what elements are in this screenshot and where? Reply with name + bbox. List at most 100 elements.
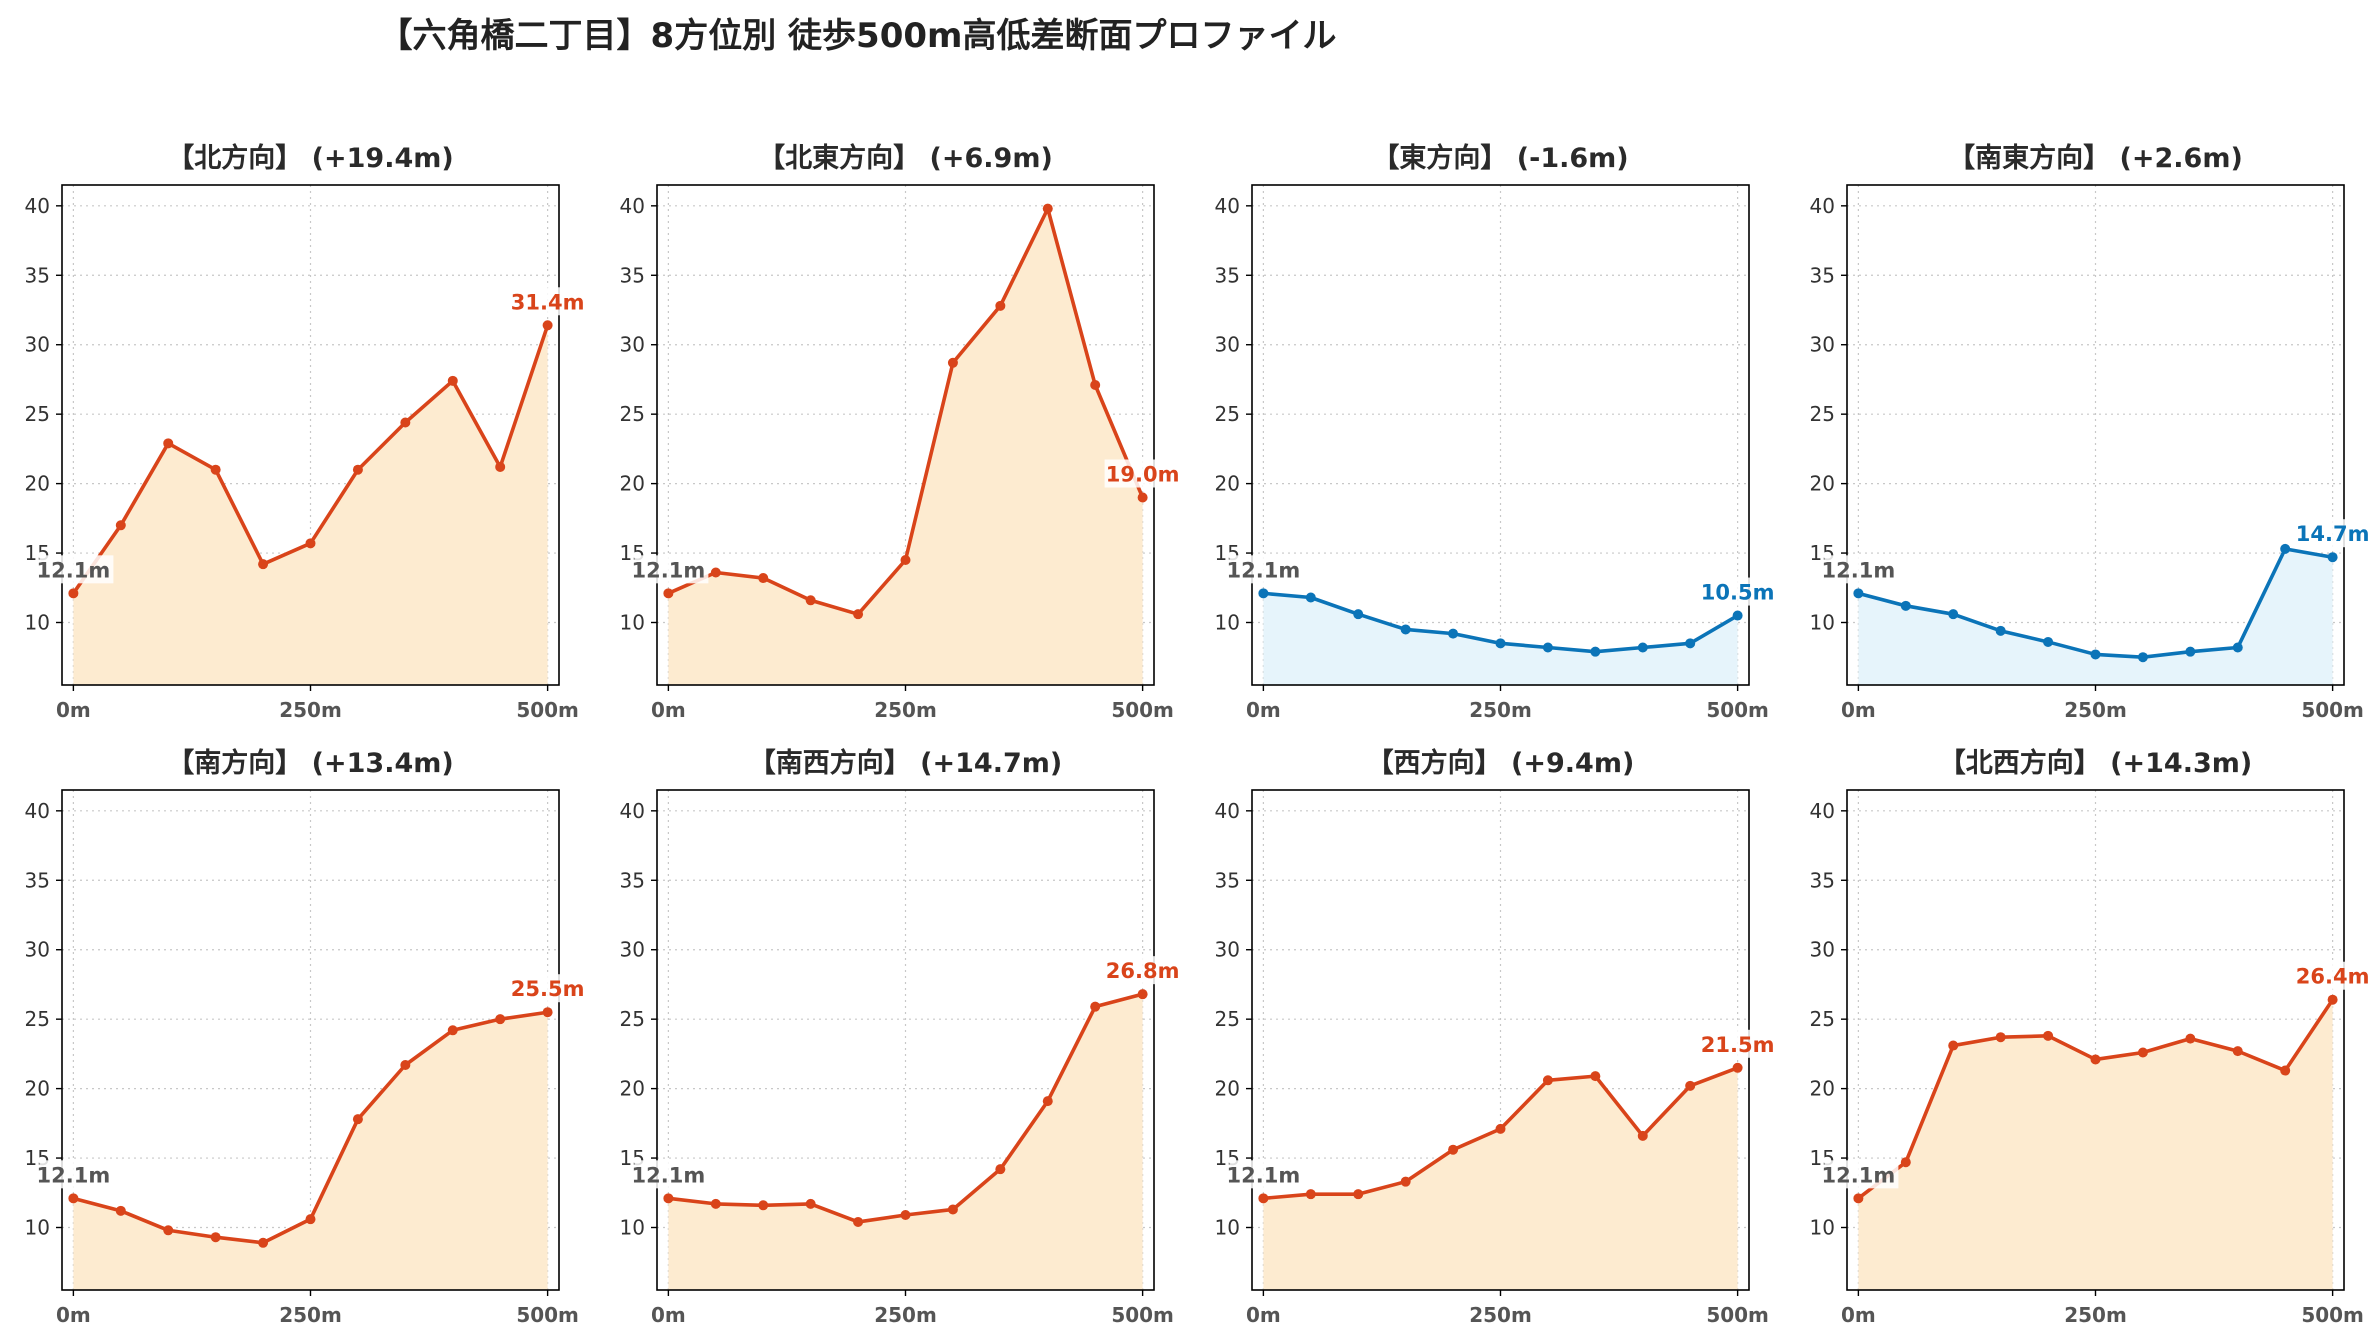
data-point [1948,1040,1959,1051]
y-tick-label: 40 [620,194,645,218]
area-fill [73,1012,548,1290]
data-point [352,1114,363,1125]
data-point [1448,1144,1459,1155]
data-point [853,1216,864,1227]
data-point [1090,1001,1101,1012]
figure-title: 【六角橋二丁目】8方位別 徒歩500m高低差断面プロファイル [378,16,1337,56]
data-point [663,588,674,599]
data-point [495,461,506,472]
x-tick-label: 0m [56,1303,91,1327]
data-point [1400,624,1411,635]
x-tick-label: 500m [1111,1303,1174,1327]
data-point [995,1164,1006,1175]
start-label: 12.1m [37,558,111,582]
data-point [1353,1189,1364,1200]
y-tick-label: 40 [620,799,645,823]
y-tick-label: 40 [1215,194,1240,218]
data-point [115,520,126,531]
end-label-box [1104,459,1181,488]
end-label: 25.5m [511,977,585,1001]
start-label: 12.1m [632,558,706,582]
y-tick-label: 40 [1810,799,1835,823]
x-tick-label: 0m [651,1303,686,1327]
y-tick-label: 30 [1810,938,1835,962]
start-label-box [39,555,114,584]
data-point [1042,203,1053,214]
data-point [495,1014,506,1025]
data-point [1400,1176,1411,1187]
y-tick-label: 10 [1810,1216,1835,1240]
data-point [1353,609,1364,620]
data-point [805,595,816,606]
data-point [2043,636,2054,647]
x-tick-label: 250m [2064,1303,2127,1327]
end-label: 31.4m [511,290,585,314]
x-tick-label: 250m [279,1303,342,1327]
data-point [1258,588,1269,599]
y-tick-label: 10 [1215,1216,1240,1240]
area-fill [668,994,1143,1290]
end-label-box [509,287,586,316]
data-point [68,588,79,599]
y-tick-label: 30 [620,333,645,357]
data-point [2280,543,2291,554]
data-point [447,375,458,386]
data-point [710,1198,721,1209]
y-tick-label: 10 [1810,611,1835,635]
data-point [2185,646,2196,657]
data-point [258,1237,269,1248]
y-tick-label: 30 [25,938,50,962]
y-tick-label: 20 [1215,472,1240,496]
data-point [1305,1189,1316,1200]
y-tick-label: 25 [620,1007,645,1031]
x-tick-label: 0m [651,698,686,722]
data-point [1042,1096,1053,1107]
x-tick-label: 250m [279,698,342,722]
data-point [1948,609,1959,620]
panel-title: 【北方向】 (+19.4m) [167,142,453,174]
data-point [352,464,363,475]
y-tick-label: 20 [25,472,50,496]
data-point [1258,1193,1269,1204]
data-point [805,1198,816,1209]
end-label: 19.0m [1106,463,1180,487]
y-tick-label: 10 [620,1216,645,1240]
data-point [663,1193,674,1204]
end-label-box [1699,1029,1776,1058]
y-tick-label: 20 [1215,1077,1240,1101]
x-tick-label: 0m [1841,1303,1876,1327]
panel-title: 【西方向】 (+9.4m) [1367,747,1635,779]
start-label: 12.1m [1227,558,1301,582]
x-tick-label: 0m [56,698,91,722]
data-point [2327,552,2338,563]
y-tick-label: 40 [25,194,50,218]
y-tick-label: 30 [1810,333,1835,357]
data-point [900,1210,911,1220]
y-tick-label: 25 [1215,1007,1240,1031]
data-point [2137,652,2148,663]
data-point [1495,1123,1506,1134]
data-point [2043,1030,2054,1041]
data-point [2090,1054,2101,1065]
data-point [2232,642,2243,653]
start-label-box [634,1160,709,1189]
data-point [1090,380,1101,390]
data-point [2327,994,2338,1005]
y-tick-label: 35 [25,263,50,287]
y-tick-label: 20 [1810,1077,1835,1101]
panel-title: 【南東方向】 (+2.6m) [1948,142,2243,174]
y-tick-label: 35 [1215,263,1240,287]
data-point [210,464,221,475]
data-point [305,1214,316,1225]
data-point [2280,1065,2291,1076]
x-tick-label: 250m [1469,1303,1532,1327]
y-tick-label: 35 [1810,868,1835,892]
data-point [1542,1075,1553,1086]
data-point [1995,625,2006,636]
end-label-box [1699,577,1776,606]
